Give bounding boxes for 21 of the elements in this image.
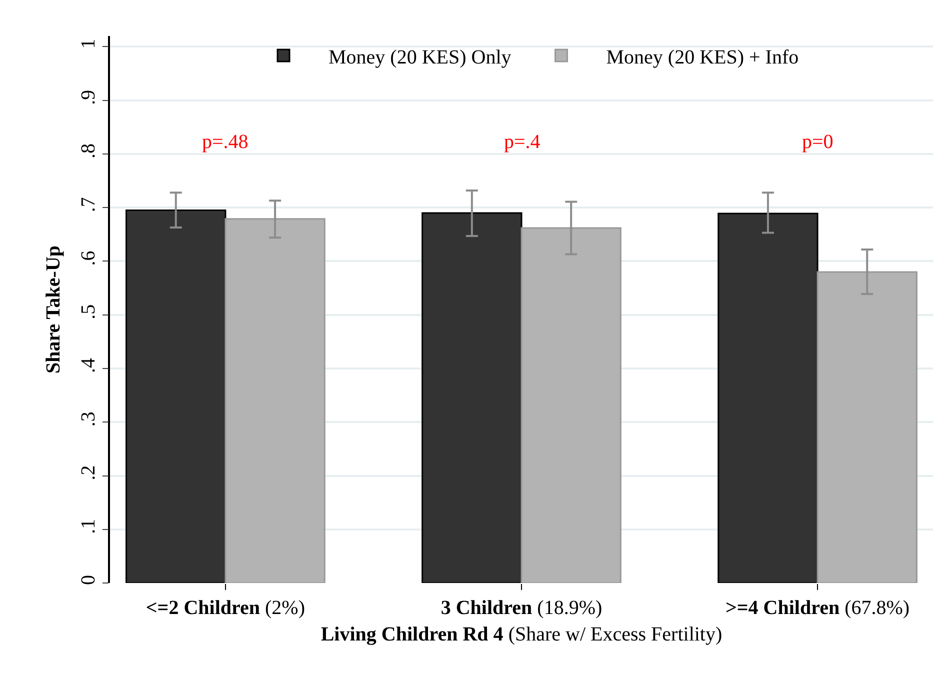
- x-tick-label: 3 Children (18.9%): [440, 597, 602, 619]
- x-tick-label: >=4 Children (67.8%): [725, 597, 910, 619]
- legend-label: Money (20 KES) + Info: [606, 46, 799, 68]
- y-tick-label: .3: [77, 412, 100, 427]
- y-tick-label: .6: [77, 250, 100, 266]
- y-tick-label: .1: [77, 518, 100, 534]
- y-tick-label: .9: [77, 90, 100, 105]
- y-axis-title: Share Take-Up: [42, 245, 64, 374]
- x-tick-label: <=2 Children (2%): [146, 597, 306, 619]
- annotation: p=0: [802, 131, 834, 153]
- annotation: p=.4: [504, 131, 540, 153]
- y-tick-label: .8: [77, 143, 100, 158]
- legend-label: Money (20 KES) Only: [328, 46, 512, 68]
- y-tick-label: .4: [77, 358, 100, 373]
- y-tick-label: .5: [77, 304, 100, 320]
- y-tick-label: .7: [77, 197, 100, 212]
- x-axis-title: Living Children Rd 4 (Share w/ Excess Fertility): [320, 624, 722, 646]
- y-tick-label: .2: [77, 465, 100, 480]
- annotation: p=.48: [202, 131, 248, 153]
- y-tick-label: 0: [77, 575, 100, 585]
- y-tick-label: 1: [77, 38, 100, 49]
